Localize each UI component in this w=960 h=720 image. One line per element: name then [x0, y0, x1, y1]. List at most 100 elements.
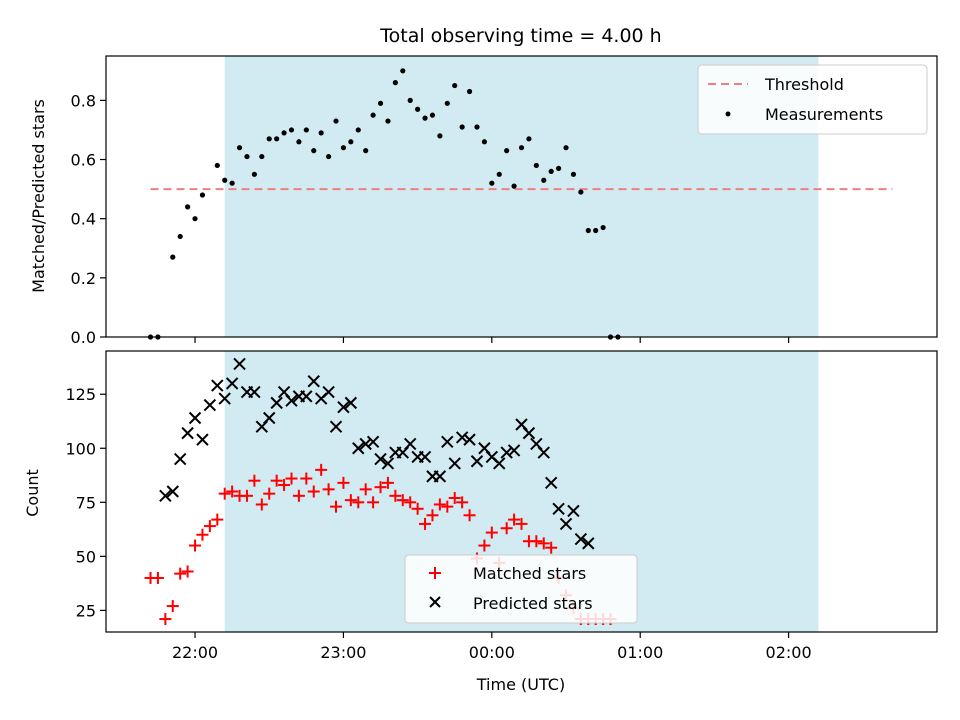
measurement-point [429, 112, 436, 118]
measurement-point [496, 171, 502, 177]
measurement-point [222, 177, 228, 183]
measurement-point [570, 171, 577, 177]
matched-stars-point [515, 517, 528, 530]
predicted-stars-point [374, 452, 387, 466]
count-x-ticks: 22:00 23:00 00:00 01:00 02:00 [172, 632, 812, 662]
measurement-point [466, 88, 473, 95]
matched-stars-point [315, 463, 328, 476]
count-axes-frame [105, 350, 938, 633]
predicted-stars-point [337, 400, 350, 414]
matched-stars-point [240, 489, 253, 502]
x-tick-label: 02:00 [766, 643, 812, 662]
matched-stars-point [485, 526, 498, 539]
predicted-stars-point [493, 457, 506, 470]
matched-stars-point [381, 476, 394, 489]
measurement-point [474, 124, 480, 130]
measurement-point [199, 192, 206, 198]
legend-predicted-label: Predicted stars [473, 594, 593, 613]
measurement-point [533, 162, 539, 169]
measurement-point [407, 97, 413, 103]
matched-stars-point [537, 537, 550, 550]
x-axis-label: Time (UTC) [476, 675, 565, 694]
y-tick-label: 100 [65, 439, 96, 458]
predicted-stars-point [263, 411, 276, 425]
matched-stars-point [248, 474, 261, 487]
predicted-stars-point [188, 411, 202, 425]
predicted-stars-point [181, 426, 194, 440]
predicted-stars-point [285, 394, 298, 407]
measurement-point [177, 233, 183, 240]
measurement-point [578, 189, 584, 195]
ratio-y-axis-label: Matched/Predicted stars [29, 99, 48, 293]
measurement-point [244, 153, 250, 160]
matched-stars-point [174, 567, 187, 580]
measurement-point [192, 216, 198, 222]
legend-measurements-swatch [725, 111, 731, 117]
count-y-axis-label: Count [23, 469, 42, 517]
measurement-point [600, 224, 606, 231]
ratio-legend: Threshold Measurements [697, 64, 928, 135]
x-tick-label: 01:00 [617, 643, 663, 662]
y-tick-label: 50 [76, 547, 96, 566]
predicted-stars-point [470, 455, 484, 468]
measurement-point [377, 100, 384, 106]
matched-stars-point [181, 565, 194, 578]
predicted-stars-point [359, 437, 372, 451]
legend-threshold-label: Threshold [764, 75, 844, 94]
measurement-point [214, 162, 220, 169]
matched-stars-point [189, 539, 202, 552]
measurement-point [437, 133, 443, 139]
count-legend: Matched stars Predicted stars [404, 554, 638, 624]
ratio-axes-frame [105, 55, 938, 338]
measurement-point [296, 139, 302, 145]
legend-matched-label: Matched stars [473, 564, 586, 583]
measurement-point [259, 153, 265, 160]
measurement-point [303, 127, 309, 133]
matched-stars-point [270, 474, 283, 487]
predicted-stars-point [196, 433, 209, 446]
matched-stars-point [151, 571, 164, 584]
predicted-stars-point [441, 435, 454, 448]
predicted-stars-point [500, 446, 513, 459]
measurement-point [548, 168, 554, 174]
matched-stars-point [545, 541, 558, 554]
matched-stars-point [196, 528, 209, 541]
predicted-stars-point [537, 446, 550, 459]
y-tick-label: 0.4 [71, 210, 96, 229]
matched-stars-point [344, 494, 357, 507]
matched-stars-point [389, 489, 402, 502]
predicted-stars-point [463, 433, 476, 446]
y-tick-label: 125 [65, 385, 96, 404]
predicted-stars-point [329, 420, 343, 433]
predicted-stars-point [248, 385, 261, 399]
x-tick-label: 00:00 [469, 643, 515, 662]
matched-stars-point [433, 498, 446, 511]
matched-stars-point [330, 500, 343, 513]
matched-stars-point [419, 517, 432, 530]
measurement-point [563, 145, 569, 151]
predicted-stars-point [270, 396, 283, 410]
measurement-point [311, 148, 317, 154]
measurement-point [281, 130, 287, 136]
predicted-stars-point [418, 450, 432, 464]
ratio-y-ticks: 0.0 0.2 0.4 0.6 0.8 [71, 91, 106, 347]
measurement-point [504, 148, 510, 154]
measurement-point [452, 82, 458, 89]
predicted-stars-point [173, 452, 187, 466]
predicted-stars-point [366, 435, 380, 448]
matched-stars-point [292, 489, 305, 502]
legend-measurements-label: Measurements [765, 105, 883, 124]
matched-stars-point [159, 613, 172, 626]
measurement-point [318, 130, 324, 136]
predicted-stars-point [322, 385, 335, 399]
predicted-stars-point [159, 489, 172, 503]
matched-stars-point [508, 513, 521, 526]
matched-stars-point [359, 483, 372, 496]
matched-stars-point [226, 485, 239, 498]
matched-stars-point [367, 496, 380, 509]
measurement-point [333, 118, 339, 124]
legend-matched-swatch [429, 567, 441, 579]
legend-predicted-swatch [429, 596, 441, 608]
count-y-ticks: 25 50 75 100 125 [65, 385, 106, 620]
